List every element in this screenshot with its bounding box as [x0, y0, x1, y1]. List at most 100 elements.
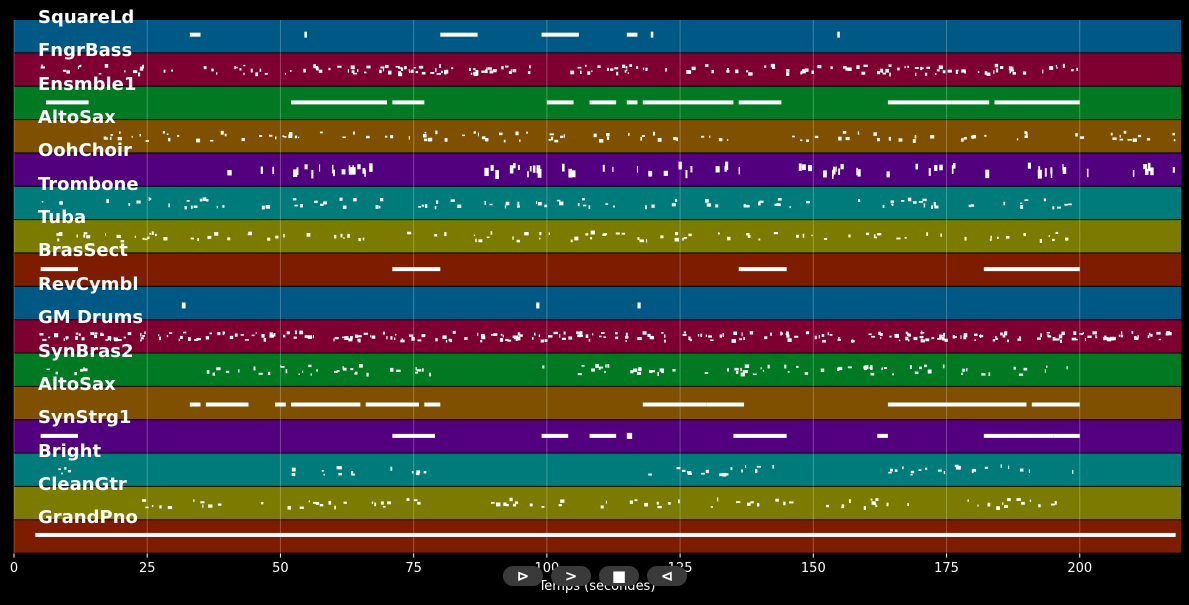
note: [937, 337, 942, 340]
note: [848, 234, 851, 238]
note: [200, 501, 205, 504]
note: [364, 169, 366, 177]
note: [140, 337, 144, 340]
note: [632, 368, 638, 372]
note: [107, 336, 112, 340]
note: [591, 70, 593, 73]
note: [392, 433, 435, 438]
note: [1106, 337, 1112, 342]
play-button[interactable]: ⊳: [503, 566, 543, 586]
note: [584, 64, 587, 67]
note: [275, 235, 279, 239]
note: [625, 340, 627, 342]
note: [422, 368, 424, 372]
note: [323, 473, 325, 476]
note: [413, 499, 418, 502]
note: [764, 65, 767, 68]
note: [974, 339, 976, 342]
note: [642, 100, 734, 105]
stop-button[interactable]: ■: [599, 566, 639, 586]
note: [311, 169, 314, 179]
note: [533, 332, 536, 336]
note: [715, 204, 719, 208]
note: [475, 69, 479, 73]
note: [657, 372, 659, 377]
note: [168, 203, 170, 208]
note: [764, 336, 768, 340]
note: [879, 333, 883, 336]
note: [539, 231, 542, 236]
note: [485, 69, 488, 74]
forward-button[interactable]: >: [551, 566, 591, 586]
note: [181, 302, 186, 309]
note: [478, 239, 483, 243]
note: [984, 466, 988, 469]
note: [977, 71, 980, 73]
note: [877, 138, 880, 142]
note: [436, 200, 439, 204]
note: [498, 132, 503, 136]
note: [387, 70, 392, 75]
note: [490, 164, 494, 171]
note: [187, 337, 191, 341]
note: [542, 365, 545, 369]
note: [207, 235, 212, 239]
note: [914, 371, 919, 375]
track-band: [14, 186, 1181, 220]
note: [342, 366, 344, 370]
note: [837, 31, 840, 38]
note: [310, 373, 312, 376]
note: [275, 402, 286, 407]
note: [601, 332, 605, 335]
note: [839, 367, 843, 370]
note: [42, 338, 47, 342]
note: [756, 502, 760, 507]
note: [505, 65, 509, 68]
note: [489, 70, 494, 74]
note: [986, 72, 991, 76]
note: [58, 231, 63, 236]
note: [940, 334, 945, 337]
note: [888, 136, 891, 141]
note: [408, 135, 410, 140]
note: [811, 234, 813, 237]
note: [715, 166, 720, 173]
note: [352, 165, 354, 174]
note: [147, 236, 150, 239]
note: [83, 234, 86, 238]
note: [505, 201, 510, 206]
note: [642, 331, 647, 335]
note: [434, 234, 438, 237]
note: [833, 166, 836, 175]
note: [954, 464, 959, 467]
note: [473, 68, 476, 71]
note: [392, 100, 425, 105]
note: [206, 370, 210, 374]
note: [920, 332, 925, 334]
note: [888, 471, 892, 474]
note: [845, 67, 848, 71]
note: [1038, 504, 1041, 508]
note: [626, 100, 638, 105]
note: [1039, 239, 1043, 243]
note: [560, 499, 565, 503]
note: [863, 366, 867, 371]
note: [285, 369, 288, 374]
note: [1095, 334, 1097, 339]
note: [39, 333, 44, 336]
note: [856, 65, 860, 70]
note: [464, 337, 468, 340]
note: [354, 334, 358, 338]
rewind-button[interactable]: ⊲: [647, 566, 687, 586]
note: [196, 138, 201, 143]
note: [626, 69, 628, 71]
note: [341, 169, 346, 175]
note: [297, 136, 300, 139]
note: [616, 71, 619, 76]
note: [682, 469, 686, 472]
note: [1046, 331, 1050, 334]
note: [637, 337, 642, 341]
track-label: GrandPno: [38, 507, 138, 529]
note: [493, 69, 497, 73]
note: [421, 71, 426, 75]
